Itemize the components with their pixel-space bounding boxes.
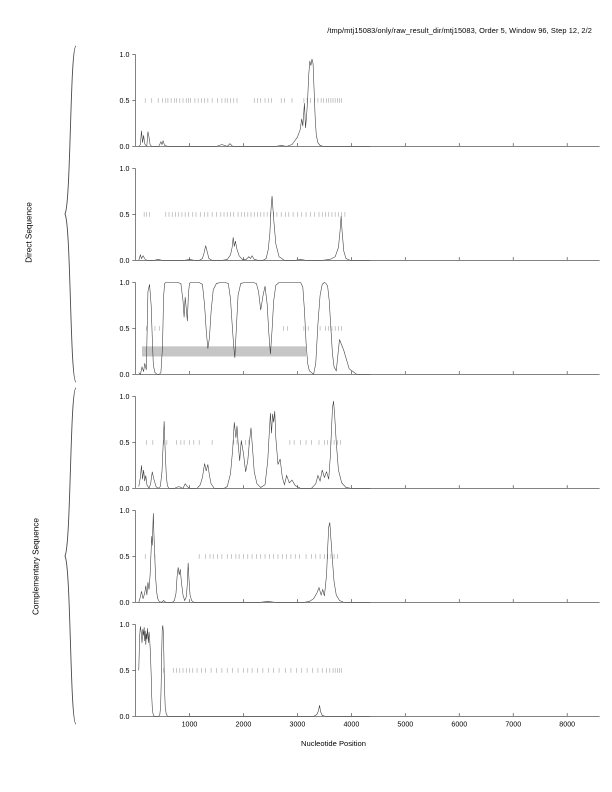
y-tick-label: 0.5 — [120, 211, 130, 219]
y-tick-label: 0.5 — [120, 439, 130, 447]
x-axis-label: Nucleotide Position — [300, 739, 366, 748]
y-tick-label: 0.5 — [120, 667, 130, 675]
y-tick-label: 1.0 — [120, 279, 130, 287]
plot-panel-5: 0.0 0.5 1.0 — [86, 503, 600, 623]
brace-direct-sequence — [62, 44, 78, 384]
y-tick-label: 0.5 — [120, 325, 130, 333]
data-curve — [138, 513, 371, 603]
y-tick-label: 0.5 — [120, 97, 130, 105]
x-tick-label: 3000 — [289, 721, 305, 729]
data-curve — [138, 625, 371, 717]
x-tick-label: 4000 — [343, 721, 359, 729]
brace-path — [64, 45, 77, 383]
y-tick-label: 1.0 — [120, 165, 130, 173]
x-tick-label: 5000 — [397, 721, 413, 729]
plot-panel-6: 0.0 0.5 1.0 1000 2000 3000 4000 5000 6000 7000 800… — [86, 617, 600, 737]
figure-title: /tmp/mtj15083/only/raw_result_dir/mtj150… — [327, 26, 592, 35]
data-curve — [138, 401, 371, 490]
plot-panel-2: 0.0 0.5 1.0 — [86, 161, 600, 281]
y-tick-label: 0.0 — [120, 143, 130, 151]
y-tick-label: 0.0 — [120, 371, 130, 379]
data-curve — [138, 282, 371, 375]
y-tick-label: 1.0 — [120, 51, 130, 59]
y-tick-label: 1.0 — [120, 507, 130, 515]
y-tick-label: 1.0 — [120, 621, 130, 629]
plot-panel-1: 0.0 0.5 1.0 — [86, 47, 600, 167]
plot-panel-4: 0.0 0.5 1.0 — [86, 389, 600, 509]
x-tick-label: 1000 — [182, 721, 198, 729]
y-tick-label: 0.0 — [120, 257, 130, 265]
x-tick-label: 6000 — [451, 721, 467, 729]
brace-complementary-sequence — [62, 386, 78, 726]
y-tick-label: 0.0 — [120, 599, 130, 607]
y-tick-label: 0.0 — [120, 713, 130, 721]
x-tick-label: 2000 — [236, 721, 252, 729]
y-tick-label: 0.0 — [120, 485, 130, 493]
brace-path — [64, 387, 77, 725]
y-tick-label: 0.5 — [120, 553, 130, 561]
data-curve — [138, 59, 371, 147]
x-tick-label: 7000 — [505, 721, 521, 729]
y-axis-group-label-complementary: Complementary Sequence — [31, 518, 41, 615]
highlight-band — [142, 346, 307, 357]
y-axis-group-label-direct: Direct Sequence — [24, 202, 34, 263]
y-tick-label: 1.0 — [120, 393, 130, 401]
x-tick-label: 8000 — [559, 721, 575, 729]
plot-panel-3: 0.0 0.5 1.0 — [86, 275, 600, 395]
data-curve — [138, 196, 371, 261]
